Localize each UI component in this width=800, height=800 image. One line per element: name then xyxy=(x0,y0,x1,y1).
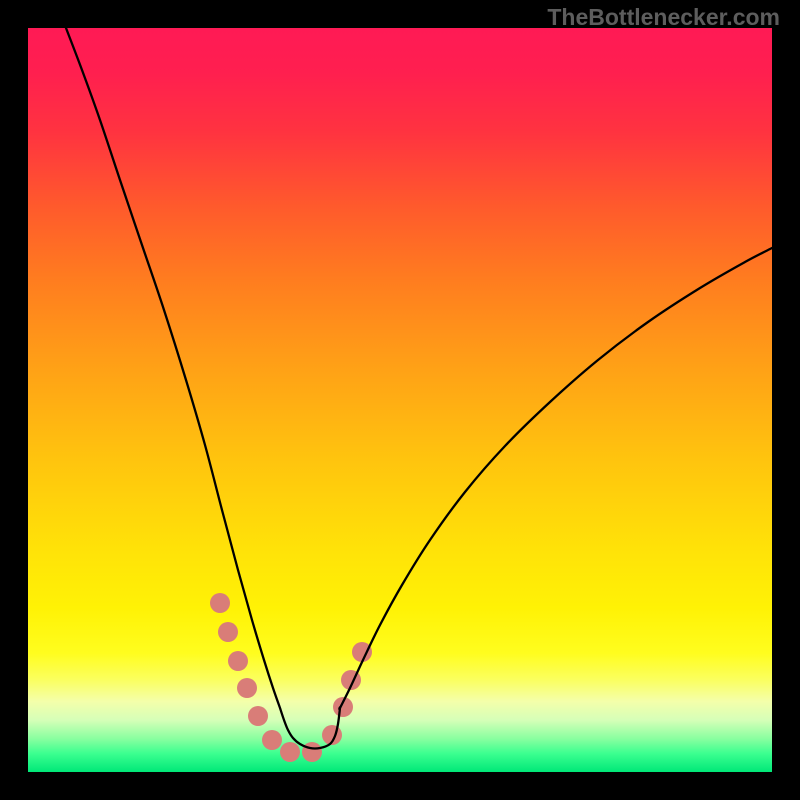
data-dot xyxy=(280,742,300,762)
data-dot xyxy=(237,678,257,698)
data-dot xyxy=(210,593,230,613)
watermark-text: TheBottlenecker.com xyxy=(547,4,780,31)
data-dot xyxy=(262,730,282,750)
curve-layer xyxy=(0,0,800,800)
data-dot xyxy=(302,742,322,762)
bottleneck-curve xyxy=(66,28,772,749)
data-dot xyxy=(228,651,248,671)
data-dot xyxy=(248,706,268,726)
chart-stage: TheBottlenecker.com xyxy=(0,0,800,800)
data-dot xyxy=(218,622,238,642)
